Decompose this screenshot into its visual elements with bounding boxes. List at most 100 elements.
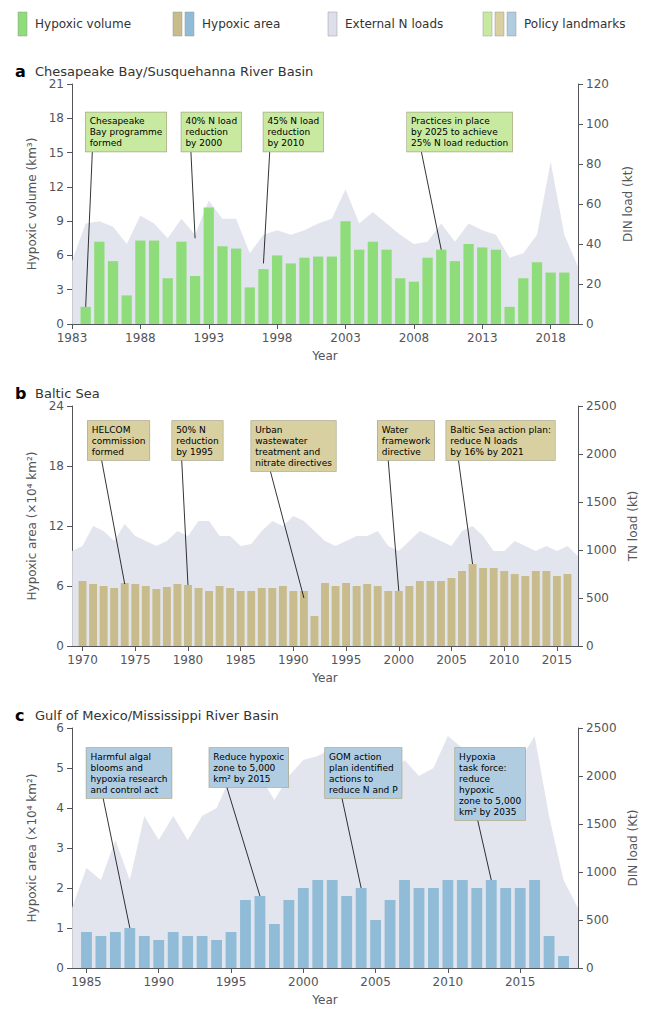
svg-text:1000: 1000	[586, 865, 617, 879]
svg-text:Hypoxia: Hypoxia	[459, 752, 495, 762]
svg-text:Hypoxic volume: Hypoxic volume	[35, 17, 131, 31]
svg-text:1: 1	[56, 921, 64, 935]
svg-text:Harmful algal: Harmful algal	[90, 752, 151, 762]
svg-text:Reduce hypoxic: Reduce hypoxic	[213, 752, 284, 762]
svg-text:1993: 1993	[193, 331, 224, 345]
svg-text:2015: 2015	[505, 975, 536, 989]
svg-text:120: 120	[586, 77, 609, 91]
svg-text:Year: Year	[311, 671, 337, 685]
svg-text:0: 0	[586, 961, 594, 975]
svg-text:24: 24	[49, 399, 64, 413]
svg-text:zone to 5,000: zone to 5,000	[213, 763, 275, 773]
svg-text:6: 6	[56, 579, 64, 593]
svg-text:80: 80	[586, 157, 601, 171]
svg-text:2500: 2500	[586, 399, 617, 413]
svg-text:1983: 1983	[57, 331, 88, 345]
svg-text:2000: 2000	[288, 975, 319, 989]
svg-text:Gulf of Mexico/Mississippi Riv: Gulf of Mexico/Mississippi River Basin	[35, 708, 279, 723]
svg-text:1985: 1985	[225, 653, 256, 667]
svg-text:25% N load reduction: 25% N load reduction	[411, 138, 508, 148]
svg-text:External N loads: External N loads	[345, 17, 443, 31]
svg-text:treatment and: treatment and	[255, 447, 320, 457]
svg-text:Water: Water	[382, 425, 409, 435]
svg-text:formed: formed	[90, 138, 122, 148]
svg-text:1500: 1500	[586, 817, 617, 831]
svg-text:0: 0	[586, 639, 594, 653]
svg-text:commission: commission	[92, 436, 146, 446]
svg-text:3: 3	[56, 283, 64, 297]
svg-text:0: 0	[56, 961, 64, 975]
svg-text:1990: 1990	[143, 975, 174, 989]
svg-text:Baltic Sea action plan:: Baltic Sea action plan:	[450, 425, 551, 435]
svg-text:by 1995: by 1995	[176, 447, 213, 457]
svg-text:Hypoxic area: Hypoxic area	[202, 17, 280, 31]
svg-text:500: 500	[586, 913, 609, 927]
svg-text:Year: Year	[311, 993, 337, 1007]
svg-text:6: 6	[56, 248, 64, 262]
svg-text:by 2010: by 2010	[267, 138, 304, 148]
svg-text:1985: 1985	[71, 975, 102, 989]
svg-text:2005: 2005	[436, 653, 467, 667]
svg-text:Chesapeake Bay/Susquehanna Riv: Chesapeake Bay/Susquehanna River Basin	[35, 64, 313, 79]
svg-text:TN load (kt): TN load (kt)	[626, 491, 640, 563]
svg-text:Policy landmarks: Policy landmarks	[524, 17, 625, 31]
svg-text:km² by 2035: km² by 2035	[459, 807, 516, 817]
svg-text:0: 0	[56, 317, 64, 331]
svg-text:6: 6	[56, 721, 64, 735]
svg-text:nitrate directives: nitrate directives	[255, 458, 332, 468]
svg-text:Practices in place: Practices in place	[411, 116, 490, 126]
svg-text:framework: framework	[382, 436, 431, 446]
svg-text:wastewater: wastewater	[255, 436, 308, 446]
svg-text:Chesapeake: Chesapeake	[90, 116, 145, 126]
svg-text:2008: 2008	[399, 331, 430, 345]
svg-text:reduce N loads: reduce N loads	[450, 436, 518, 446]
svg-text:b: b	[15, 384, 26, 403]
svg-text:reduce N and P: reduce N and P	[329, 785, 398, 795]
svg-text:1995: 1995	[216, 975, 247, 989]
svg-text:Urban: Urban	[255, 425, 282, 435]
svg-text:1988: 1988	[125, 331, 156, 345]
svg-text:2: 2	[56, 881, 64, 895]
svg-text:45% N load: 45% N load	[267, 116, 319, 126]
svg-text:40% N load: 40% N load	[185, 116, 237, 126]
svg-text:12: 12	[49, 180, 64, 194]
svg-text:60: 60	[586, 197, 601, 211]
svg-text:1000: 1000	[586, 543, 617, 557]
svg-text:2018: 2018	[535, 331, 566, 345]
svg-text:2003: 2003	[330, 331, 361, 345]
svg-text:40: 40	[586, 237, 601, 251]
svg-text:Year: Year	[311, 349, 337, 363]
svg-text:5: 5	[56, 761, 64, 775]
svg-text:2013: 2013	[467, 331, 498, 345]
svg-text:by 2000: by 2000	[185, 138, 222, 148]
svg-text:by 2025 to achieve: by 2025 to achieve	[411, 127, 498, 137]
svg-text:2500: 2500	[586, 721, 617, 735]
svg-text:by 16% by 2021: by 16% by 2021	[450, 447, 524, 457]
svg-text:9: 9	[56, 214, 64, 228]
svg-text:21: 21	[49, 77, 64, 91]
svg-text:0: 0	[56, 639, 64, 653]
svg-text:actions to: actions to	[329, 774, 374, 784]
svg-text:2000: 2000	[384, 653, 415, 667]
svg-text:GOM action: GOM action	[329, 752, 381, 762]
svg-text:c: c	[15, 706, 24, 725]
svg-text:1975: 1975	[120, 653, 151, 667]
svg-text:directive: directive	[382, 447, 422, 457]
svg-text:2000: 2000	[586, 447, 617, 461]
svg-text:reduce: reduce	[459, 774, 490, 784]
svg-text:km² by 2015: km² by 2015	[213, 774, 270, 784]
svg-text:1500: 1500	[586, 495, 617, 509]
svg-text:18: 18	[49, 459, 64, 473]
svg-text:hypoxia research: hypoxia research	[90, 774, 167, 784]
svg-text:0: 0	[586, 317, 594, 331]
svg-text:Hypoxic area (×10⁴ km²): Hypoxic area (×10⁴ km²)	[25, 774, 39, 923]
svg-text:500: 500	[586, 591, 609, 605]
svg-text:reduction: reduction	[267, 127, 310, 137]
svg-text:100: 100	[586, 117, 609, 131]
svg-text:zone to 5,000: zone to 5,000	[459, 796, 521, 806]
svg-text:Hypoxic area (×10⁴ km²): Hypoxic area (×10⁴ km²)	[25, 452, 39, 601]
svg-text:15: 15	[49, 146, 64, 160]
svg-text:4: 4	[56, 801, 64, 815]
svg-text:2010: 2010	[433, 975, 464, 989]
svg-text:HELCOM: HELCOM	[92, 425, 131, 435]
